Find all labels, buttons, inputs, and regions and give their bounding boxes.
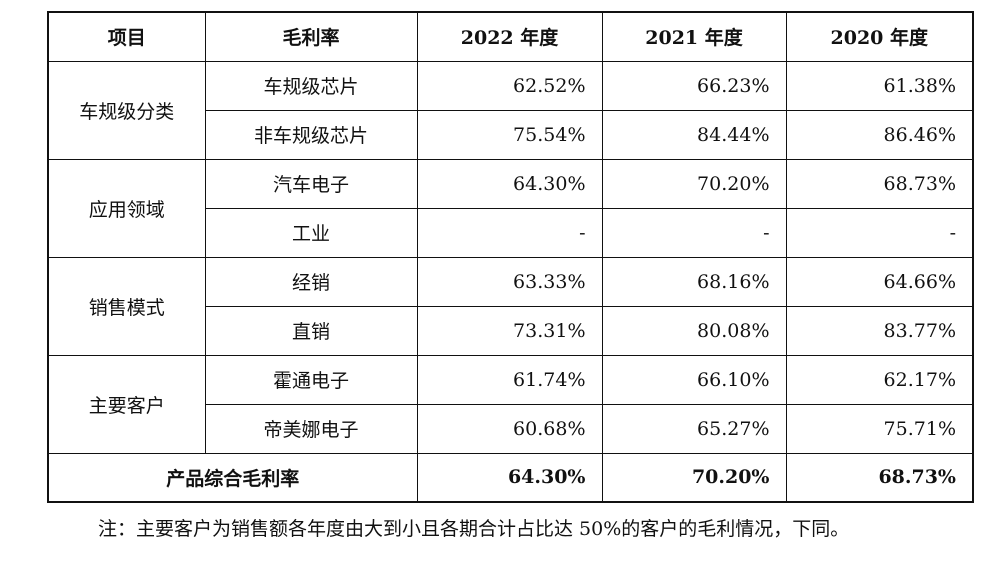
header-2022: 2022 年度 [416,11,603,62]
table-row: 车规级分类 车规级芯片 62.52% 66.23% 61.38% [47,60,974,160]
row-label: 经销 [204,256,418,307]
row-label: 工业 [204,207,418,258]
row-label: 车规级芯片 [204,60,418,111]
table-row: 应用领域 汽车电子 64.30% 70.20% 68.73% [47,158,974,258]
value-2021: 84.44% [601,109,787,160]
value-2020: - [785,207,974,258]
value-2022: 64.30% [416,158,603,209]
total-row: 产品综合毛利率 64.30% 70.20% 68.73% [47,452,974,503]
total-2020: 68.73% [785,452,974,503]
value-2021: 66.10% [601,354,787,405]
value-2022: - [416,207,603,258]
header-row: 项目 毛利率 2022 年度 2021 年度 2020 年度 [47,11,974,62]
header-item: 项目 [47,11,206,62]
value-2021: 70.20% [601,158,787,209]
row-label: 直销 [204,305,418,356]
total-label: 产品综合毛利率 [47,452,418,503]
header-2020: 2020 年度 [785,11,974,62]
value-2020: 75.71% [785,403,974,454]
gross-margin-table: 项目 毛利率 2022 年度 2021 年度 2020 年度 车规级分类 车规级… [47,11,974,503]
value-2021: 68.16% [601,256,787,307]
total-2021: 70.20% [601,452,787,503]
value-2022: 60.68% [416,403,603,454]
value-2020: 64.66% [785,256,974,307]
category-cell: 车规级分类 [47,60,206,160]
value-2020: 62.17% [785,354,974,405]
row-label: 帝美娜电子 [204,403,418,454]
row-label: 汽车电子 [204,158,418,209]
value-2022: 61.74% [416,354,603,405]
value-2020: 86.46% [785,109,974,160]
table-row: 工业 - - - [48,207,974,258]
header-gross-margin: 毛利率 [204,11,418,62]
category-cell: 销售模式 [47,256,206,356]
value-2020: 61.38% [785,60,974,111]
row-label: 霍通电子 [204,354,418,405]
category-cell: 主要客户 [47,354,206,454]
value-2022: 63.33% [416,256,603,307]
total-2022: 64.30% [416,452,603,503]
table-row: 帝美娜电子 60.68% 65.27% 75.71% [48,403,974,454]
header-2021: 2021 年度 [601,11,787,62]
value-2021: - [601,207,787,258]
value-2022: 73.31% [416,305,603,356]
value-2021: 66.23% [601,60,787,111]
value-2022: 62.52% [416,60,603,111]
value-2020: 83.77% [785,305,974,356]
table-row: 销售模式 经销 63.33% 68.16% 64.66% [47,256,974,356]
table-row: 非车规级芯片 75.54% 84.44% 86.46% [48,109,974,160]
value-2021: 80.08% [601,305,787,356]
footnote: 注：主要客户为销售额各年度由大到小且各期合计占比达 50%的客户的毛利情况，下同… [98,518,850,540]
table-row: 主要客户 霍通电子 61.74% 66.10% 62.17% [47,354,974,454]
value-2022: 75.54% [416,109,603,160]
value-2020: 68.73% [785,158,974,209]
value-2021: 65.27% [601,403,787,454]
row-label: 非车规级芯片 [204,109,418,160]
category-cell: 应用领域 [47,158,206,258]
